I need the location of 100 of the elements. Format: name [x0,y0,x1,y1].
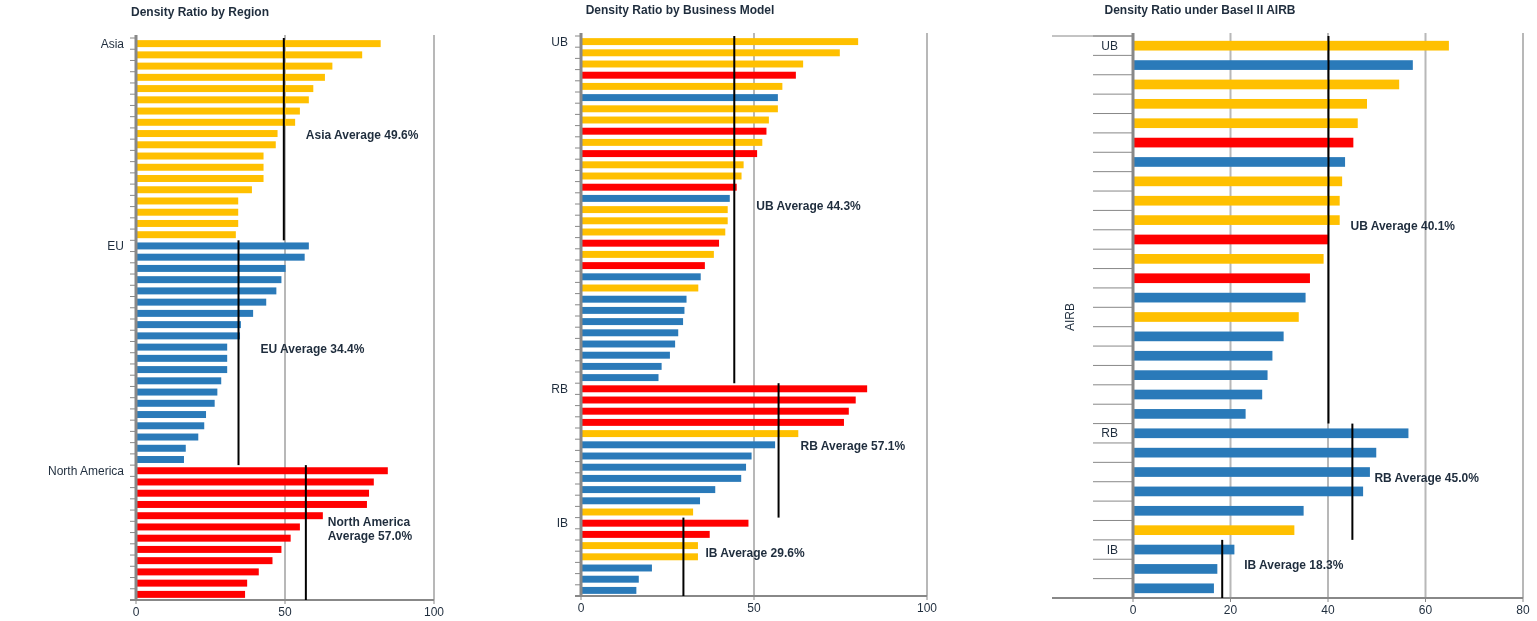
bar [581,474,742,482]
bar [1133,98,1367,109]
bar [136,197,239,205]
y-axis-title: AIRB [1063,302,1077,332]
bar [1133,273,1310,284]
bar [581,150,758,158]
ref-line-label: IB Average 29.6% [705,545,805,560]
bar [1133,486,1364,497]
bar [581,94,778,102]
bar [136,377,222,385]
x-tick-label: 0 [1129,603,1137,617]
bar [581,239,720,247]
bar [581,262,705,270]
bar [581,295,687,303]
bar [581,183,737,191]
bar [136,107,300,115]
ref-line-label: UB Average 40.1% [1350,218,1456,233]
ref-line-label: UB Average 44.3% [756,198,862,213]
bar [581,418,844,426]
ref-line-label: RB Average 57.1% [800,439,906,454]
ref-line-label: EU Average 34.4% [260,341,365,356]
bar [1133,254,1324,264]
bar [136,456,184,463]
bar [136,343,228,351]
bar [136,276,282,284]
bar [581,385,868,393]
bar [581,217,728,225]
bar [136,175,264,182]
x-tick-label: 100 [423,605,445,619]
bar [136,500,367,508]
bar [581,138,763,146]
bar [136,332,240,340]
bar [136,366,228,374]
x-tick-label: 40 [1321,603,1335,617]
bar [136,96,309,104]
bar [581,318,684,326]
bar [581,161,744,169]
bar [136,141,276,149]
bar [1133,137,1354,148]
bar [1133,447,1377,458]
bar [136,186,252,194]
y-tick-label: UB [551,34,568,49]
x-tick-label: 60 [1418,603,1433,617]
bar [581,329,679,337]
bar [136,444,186,452]
bar [136,467,388,475]
bar [581,575,639,583]
y-tick-label: UB [1101,38,1118,53]
bar [581,82,783,90]
bar [136,231,236,239]
y-tick-label: North America [47,463,125,478]
bar [1133,312,1299,322]
y-tick-label: RB [551,381,568,396]
bar [136,298,267,306]
bar [581,273,701,281]
bar [1133,505,1304,516]
bar [581,38,859,46]
bar [136,523,300,531]
bar [581,430,799,438]
bar [581,105,778,113]
bar [136,354,228,362]
bar [1133,157,1346,167]
bar [136,433,199,441]
bar [1133,176,1343,187]
chart-title: Density Ratio under Basel II AIRB [1104,3,1296,17]
bar [581,553,698,561]
bar [136,321,241,329]
bar [581,407,849,415]
bar [1133,564,1218,574]
bar [581,441,776,449]
bar [136,130,278,138]
bar [136,152,264,160]
bar [1133,525,1295,536]
x-tick-label: 0 [577,601,585,615]
bar [136,309,254,317]
bar [1133,292,1306,303]
bar [1133,583,1214,594]
y-tick-label: IB [1106,542,1118,557]
bar [136,388,218,396]
bar [136,489,370,497]
bar [581,206,728,214]
x-tick-label: 0 [132,605,140,619]
bar [581,49,840,57]
bar [136,557,273,565]
bar [1133,79,1400,90]
bar [581,71,796,79]
bar [136,73,325,81]
bar [136,579,248,587]
bar [1133,331,1284,342]
x-tick-label: 100 [916,601,938,615]
bar [1133,350,1273,361]
bar [1133,215,1340,225]
bar [1133,409,1246,419]
x-tick-label: 20 [1223,603,1238,617]
bar [136,411,207,419]
ref-line-label: RB Average 45.0% [1374,470,1480,485]
bar [1133,428,1409,439]
bar [581,351,670,359]
bar [1133,370,1268,380]
bar [136,399,215,407]
